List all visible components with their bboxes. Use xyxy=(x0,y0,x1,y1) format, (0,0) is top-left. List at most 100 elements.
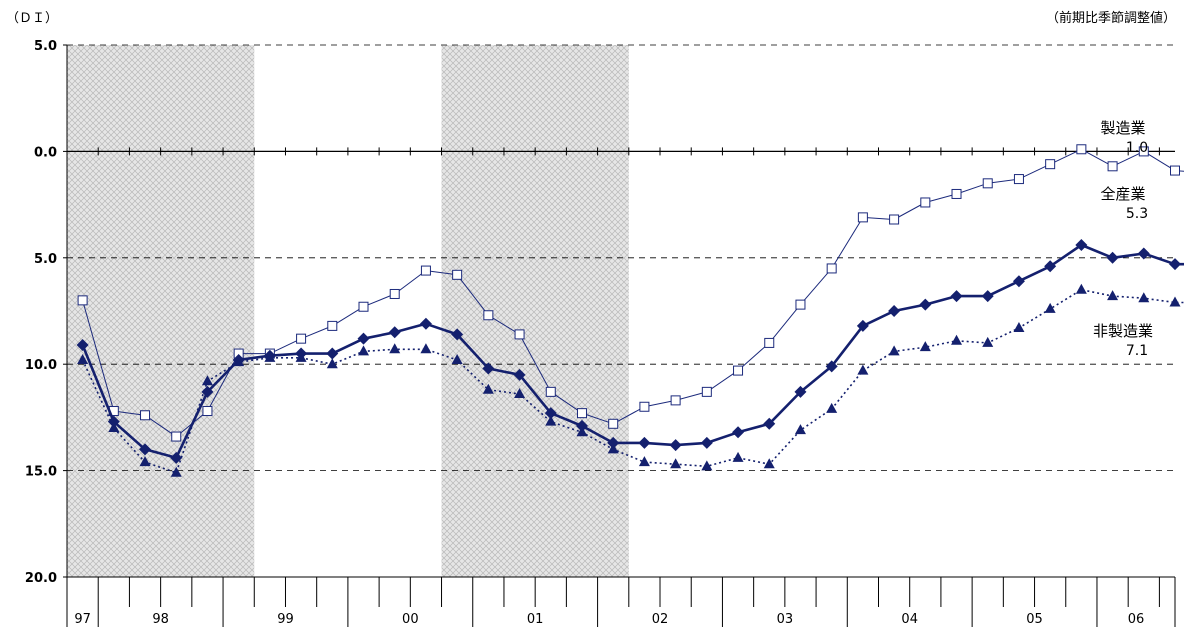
series-1-point-33 xyxy=(1106,251,1119,264)
x-year-label-1: 98 xyxy=(152,612,169,627)
series-0-point-20 xyxy=(701,386,712,397)
series-0-point-32 xyxy=(1076,144,1087,155)
x-year-label-2: 99 xyxy=(277,612,294,627)
series-0-point-17 xyxy=(608,418,619,429)
series-2-point-18 xyxy=(638,456,650,467)
axes: 5.0 0.0 5.0 10.0 15.0 20.0 97 98 99 00 01 02 03 04 05 0… xyxy=(25,39,1176,627)
y-tick-label-0: 5.0 xyxy=(34,39,57,54)
series-1-point-16 xyxy=(575,419,588,432)
series-1-point-29 xyxy=(981,290,994,303)
series-1-point-14 xyxy=(513,368,526,381)
series-2-point-26 xyxy=(888,345,900,356)
series-0-point-28 xyxy=(951,188,962,199)
series-2-point-14 xyxy=(514,387,526,398)
series-2-point-10 xyxy=(389,343,401,354)
series-1-point-23 xyxy=(794,385,807,398)
series-2-point-22 xyxy=(763,458,775,469)
series-2-point-24 xyxy=(826,402,838,413)
series-name-label-1: 全産業 xyxy=(1100,185,1145,203)
series-1-point-24 xyxy=(825,360,838,373)
y-tick-label-5: 20.0 xyxy=(25,571,57,586)
series-2-point-9 xyxy=(358,345,370,356)
series-1-point-22 xyxy=(763,417,776,430)
series-2-point-34 xyxy=(1138,292,1150,303)
series-value-label-1: 5.3 xyxy=(1126,206,1148,222)
series-1-point-28 xyxy=(950,290,963,303)
series-2-point-25 xyxy=(857,364,869,375)
series-1-point-0 xyxy=(76,339,89,352)
series-0-point-4 xyxy=(202,406,213,417)
series-0-point-2 xyxy=(140,410,151,421)
series-2-point-13 xyxy=(482,383,494,394)
series-0-point-35 xyxy=(1170,165,1180,176)
series-1-point-19 xyxy=(669,439,682,452)
series-1-point-17 xyxy=(607,436,620,449)
series-1-point-31 xyxy=(1044,260,1057,273)
y-axis-label: （ＤＩ） xyxy=(6,11,58,26)
series-2-point-2 xyxy=(139,456,151,467)
labels-layer: （ＤＩ） （前期比季節調整値） 製造業 1.0 全産業 5.3 非製造業 7.1 xyxy=(6,10,1176,359)
x-year-label-3: 00 xyxy=(402,612,419,627)
series-0-point-3 xyxy=(171,431,182,442)
series-0-point-7 xyxy=(296,333,307,344)
series-0-point-34 xyxy=(1138,146,1149,157)
series-0-point-31 xyxy=(1045,159,1056,170)
series-0-point-15 xyxy=(545,386,556,397)
series-2-point-8 xyxy=(326,358,338,369)
x-year-label-8: 05 xyxy=(1026,612,1043,627)
shaded-period-1 xyxy=(441,45,629,577)
series-1-point-30 xyxy=(1012,275,1025,288)
series-1-point-18 xyxy=(638,436,651,449)
series-0-point-27 xyxy=(920,197,931,208)
series-0-point-0 xyxy=(77,295,88,306)
x-year-label-9: 06 xyxy=(1128,612,1145,627)
series-1-point-15 xyxy=(544,407,557,420)
series-2-point-20 xyxy=(701,460,713,471)
series-0-point-12 xyxy=(452,269,463,280)
series-1-point-2 xyxy=(139,443,152,456)
series-2-point-4 xyxy=(201,375,213,386)
series-1-point-35 xyxy=(1169,258,1181,271)
y-tick-label-1: 0.0 xyxy=(34,145,57,160)
series-2-point-19 xyxy=(670,458,682,469)
series-1-point-21 xyxy=(732,426,745,439)
series-2-point-3 xyxy=(170,466,182,477)
series-0-point-33 xyxy=(1107,161,1118,172)
x-year-label-6: 03 xyxy=(777,612,794,627)
shaded-period-0 xyxy=(67,45,255,577)
series-0-point-8 xyxy=(327,320,338,331)
note-label: （前期比季節調整値） xyxy=(1046,10,1176,26)
series-1-point-13 xyxy=(482,362,495,375)
series-1-point-6 xyxy=(263,349,276,362)
series-1-point-1 xyxy=(107,415,120,428)
series-0-point-23 xyxy=(795,299,806,310)
series-2-point-27 xyxy=(919,341,931,352)
series-1-point-5 xyxy=(232,353,245,366)
y-tick-label-4: 15.0 xyxy=(25,465,57,480)
series-value-label-2: 7.1 xyxy=(1126,343,1148,359)
series-name-label-0: 製造業 xyxy=(1100,119,1145,137)
series-0-point-22 xyxy=(764,337,775,348)
series-1-point-26 xyxy=(888,305,901,317)
series-1-point-12 xyxy=(451,328,464,341)
x-year-label-0: 97 xyxy=(74,612,91,627)
series-0-point-11 xyxy=(420,265,431,276)
series-1-point-27 xyxy=(919,298,932,311)
x-year-label-4: 01 xyxy=(527,612,544,627)
series-1-point-20 xyxy=(700,436,713,449)
series-1 xyxy=(76,239,1184,464)
series-0-point-29 xyxy=(982,178,993,189)
series-name-label-2: 非製造業 xyxy=(1093,322,1153,340)
y-tick-label-2: 5.0 xyxy=(34,252,57,267)
series-0-point-26 xyxy=(889,214,900,225)
series-2-point-21 xyxy=(732,451,744,462)
series-1-point-3 xyxy=(170,451,183,464)
shaded-periods xyxy=(67,45,629,577)
x-year-label-5: 02 xyxy=(652,612,669,627)
series-0-point-16 xyxy=(576,408,587,419)
series-0-point-19 xyxy=(670,395,681,406)
series-0 xyxy=(77,144,1184,442)
series-0-point-13 xyxy=(483,310,494,321)
series-layer xyxy=(76,144,1184,477)
series-0-point-10 xyxy=(389,288,400,299)
